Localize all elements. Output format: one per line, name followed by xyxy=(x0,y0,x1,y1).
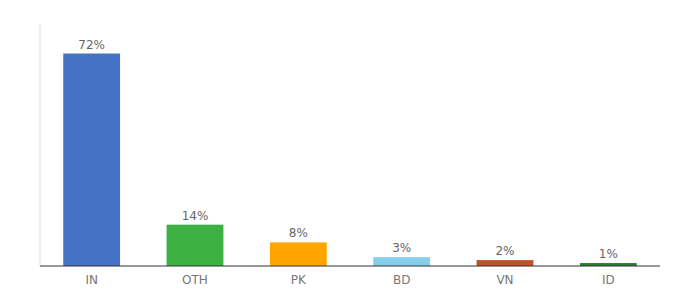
bar xyxy=(167,225,224,266)
data-labels: 72% 14% 8% 3% 2% 1% xyxy=(78,38,618,262)
data-label: 2% xyxy=(495,244,514,258)
x-tick-label: BD xyxy=(393,273,410,287)
bar xyxy=(373,257,430,266)
data-label: 1% xyxy=(599,247,618,261)
chart-svg: 72% 14% 8% 3% 2% 1% IN OTH PK BD VN ID xyxy=(0,0,680,300)
data-label: 14% xyxy=(182,209,209,223)
x-tick-label: ID xyxy=(602,273,615,287)
data-label: 3% xyxy=(392,241,411,255)
x-tick-label: OTH xyxy=(182,273,208,287)
bar xyxy=(63,54,120,266)
x-tick-label: VN xyxy=(496,273,513,287)
bars xyxy=(63,54,637,266)
data-label: 8% xyxy=(289,226,308,240)
page: {"chart_data": {"type": "bar", "categori… xyxy=(0,0,680,300)
y-axis-line xyxy=(40,24,41,266)
chart-container: 72% 14% 8% 3% 2% 1% IN OTH PK BD VN ID xyxy=(0,0,680,300)
bar xyxy=(270,242,327,266)
data-label: 72% xyxy=(78,38,105,52)
x-tick-labels: IN OTH PK BD VN ID xyxy=(85,273,614,287)
x-tick-label: PK xyxy=(291,273,307,287)
bar xyxy=(477,260,534,266)
x-tick-label: IN xyxy=(85,273,98,287)
x-axis-line xyxy=(40,265,660,266)
